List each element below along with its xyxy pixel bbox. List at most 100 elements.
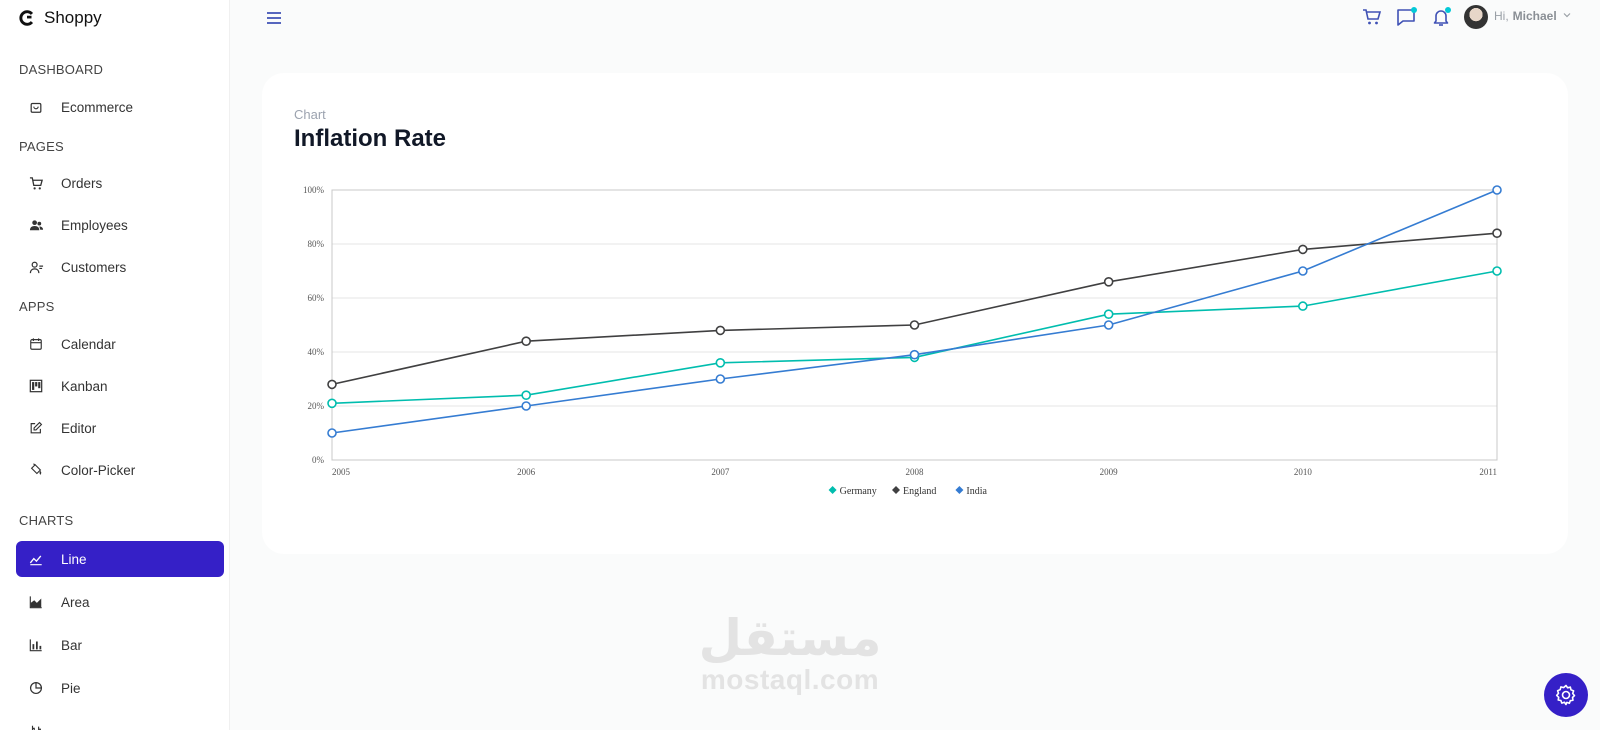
- watermark-latin: mostaql.com: [700, 664, 880, 695]
- data-point-england: [327, 379, 337, 390]
- data-point-india: [1492, 185, 1502, 195]
- sidebar-item-ecommerce[interactable]: Ecommerce: [16, 89, 224, 125]
- sidebar-item-line[interactable]: Line: [16, 541, 224, 577]
- page-title: Inflation Rate: [294, 125, 447, 152]
- legend-marker: [828, 486, 837, 494]
- data-point-england: [1298, 244, 1308, 255]
- sidebar-item-pie[interactable]: Pie: [16, 670, 224, 706]
- sidebar-item-label: Line: [61, 551, 87, 567]
- section-apps: APPS: [19, 299, 55, 314]
- watermark: مستقل mostaql.com: [690, 610, 890, 696]
- sidebar: Shoppy DASHBOARD Ecommerce PAGES Orders …: [0, 0, 230, 730]
- x-tick-label: 2006: [517, 467, 536, 477]
- data-point-england: [521, 336, 531, 347]
- cart-icon: [28, 175, 44, 191]
- area-chart-icon: [28, 594, 44, 610]
- line-chart: 0% 20% 40% 60% 80% 100% 2005 2006 2007 2008 2009 20…: [303, 185, 1502, 497]
- data-point-germany: [1103, 309, 1114, 319]
- sidebar-item-bar[interactable]: Bar: [16, 627, 224, 663]
- y-tick-label: 80%: [308, 239, 325, 249]
- sidebar-item-editor[interactable]: Editor: [16, 410, 224, 446]
- legend-label: India: [966, 486, 987, 497]
- user-name: Michael: [1512, 9, 1557, 23]
- sidebar-item-partial[interactable]: [16, 713, 224, 730]
- edit-icon: [28, 420, 44, 436]
- sidebar-item-customers[interactable]: Customers: [16, 249, 224, 285]
- cart-icon[interactable]: [1361, 6, 1383, 28]
- pie-chart-icon: [28, 680, 44, 696]
- bell-notification-dot: [1445, 7, 1451, 13]
- section-charts: CHARTS: [19, 513, 74, 528]
- legend-marker: [955, 486, 964, 494]
- x-tick-label: 2011: [1479, 467, 1497, 477]
- chat-button[interactable]: [1395, 6, 1417, 28]
- calendar-icon: [28, 336, 44, 352]
- sidebar-item-color-picker[interactable]: Color-Picker: [16, 452, 224, 488]
- section-pages: PAGES: [19, 139, 64, 154]
- line-chart-icon: [28, 551, 44, 567]
- bell-icon: [1433, 10, 1449, 26]
- legend-label: Germany: [840, 486, 877, 497]
- sidebar-item-label: Area: [61, 594, 90, 610]
- brand[interactable]: Shoppy: [18, 8, 102, 28]
- bag-icon: [28, 99, 44, 115]
- plot-border: [331, 189, 1498, 461]
- x-tick-label: 2005: [332, 467, 351, 477]
- menu-icon[interactable]: [264, 8, 284, 28]
- data-point-england: [1492, 228, 1502, 238]
- app-name: Shoppy: [44, 8, 102, 27]
- employees-icon: [28, 217, 44, 233]
- data-point-germany: [1298, 301, 1308, 311]
- data-point-germany: [715, 357, 726, 368]
- data-point-india: [909, 349, 920, 360]
- chevron-down-icon[interactable]: [1562, 10, 1572, 20]
- customers-icon: [28, 259, 44, 275]
- data-point-germany: [327, 398, 337, 409]
- data-point-england: [1103, 277, 1114, 287]
- data-point-india: [521, 401, 531, 411]
- x-tick-label: 2008: [906, 467, 925, 477]
- data-point-india: [1103, 320, 1114, 330]
- settings-button[interactable]: [1544, 673, 1588, 717]
- sidebar-item-label: Color-Picker: [61, 462, 136, 478]
- y-tick-label: 100%: [303, 185, 325, 195]
- sidebar-item-kanban[interactable]: Kanban: [16, 368, 224, 404]
- avatar[interactable]: [1464, 5, 1488, 29]
- user-greeting[interactable]: Hi, Michael: [1494, 9, 1557, 23]
- financial-chart-icon: [28, 723, 44, 730]
- sidebar-item-label: Customers: [61, 259, 127, 275]
- notification-button[interactable]: [1430, 6, 1452, 28]
- color-picker-icon: [28, 462, 44, 478]
- sidebar-item-label: Ecommerce: [61, 99, 134, 115]
- section-dashboard: DASHBOARD: [19, 62, 104, 77]
- watermark-arabic: مستقل: [698, 609, 882, 667]
- sidebar-item-label: Calendar: [61, 336, 116, 352]
- sidebar-item-label: Editor: [61, 420, 97, 436]
- sidebar-item-label: Employees: [61, 217, 128, 233]
- chat-notification-dot: [1411, 7, 1417, 13]
- data-point-germany: [521, 390, 531, 401]
- series-line-germany: [331, 270, 1498, 405]
- data-point-england: [715, 325, 726, 336]
- sidebar-item-label: Pie: [61, 680, 81, 696]
- kanban-icon: [28, 378, 44, 394]
- sidebar-item-orders[interactable]: Orders: [16, 165, 224, 201]
- sidebar-item-label: Bar: [61, 637, 83, 653]
- bar-chart-icon: [28, 637, 44, 653]
- data-point-india: [327, 428, 337, 438]
- sidebar-item-calendar[interactable]: Calendar: [16, 326, 224, 362]
- x-tick-label: 2010: [1294, 467, 1313, 477]
- data-point-india: [715, 374, 726, 384]
- gear-icon: [1555, 684, 1576, 706]
- y-tick-label: 40%: [308, 347, 325, 357]
- sidebar-item-label: Orders: [61, 175, 103, 191]
- x-tick-label: 2009: [1100, 467, 1119, 477]
- data-point-england: [909, 320, 920, 330]
- sidebar-item-employees[interactable]: Employees: [16, 207, 224, 243]
- legend-marker: [892, 486, 900, 494]
- chart-card: Chart Inflation Rate 0% 20% 40% 60% 80% 100% 2…: [262, 73, 1568, 554]
- y-tick-label: 0%: [312, 455, 325, 465]
- x-tick-label: 2007: [711, 467, 730, 477]
- sidebar-item-label: Kanban: [61, 378, 108, 394]
- sidebar-item-area[interactable]: Area: [16, 584, 224, 620]
